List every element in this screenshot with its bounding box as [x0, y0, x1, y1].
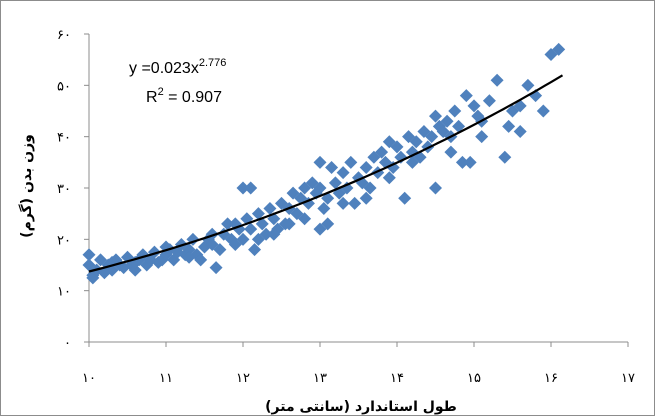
data-point — [475, 130, 489, 144]
data-point — [348, 196, 362, 210]
data-point — [448, 104, 462, 118]
data-point — [336, 166, 350, 180]
data-point — [321, 217, 335, 231]
data-point — [263, 202, 277, 216]
data-point — [251, 207, 265, 221]
data-point — [317, 202, 331, 216]
y-tick-label: ۱۰ — [57, 285, 71, 300]
data-point — [429, 109, 442, 123]
x-tick-label: ۱۷ — [621, 371, 635, 386]
data-point — [467, 99, 481, 113]
y-tick-label: ۳۰ — [57, 182, 71, 197]
data-point — [248, 243, 262, 257]
r2-exponent: 2 — [158, 86, 164, 98]
data-point — [194, 253, 208, 267]
data-point — [452, 119, 466, 133]
data-point — [340, 181, 354, 195]
data-point — [521, 78, 535, 92]
data-point — [498, 150, 512, 164]
y-tick-label: ۶۰ — [57, 28, 71, 43]
data-point — [444, 145, 458, 159]
data-point — [502, 119, 516, 133]
data-point — [325, 160, 339, 174]
data-point — [482, 94, 496, 108]
data-point — [221, 217, 235, 231]
data-point — [490, 73, 504, 87]
data-point — [382, 171, 396, 185]
x-tick-label: ۱۲ — [236, 371, 250, 386]
x-tick-label: ۱۳ — [313, 371, 327, 386]
data-point — [390, 140, 404, 154]
data-point — [440, 114, 454, 128]
x-tick-label: ۱۱ — [159, 371, 173, 386]
tick-labels: ۰ ۱۰ ۲۰ ۳۰ ۴۰ ۵۰ ۶۰ ۱۰ ۱۱ ۱۲ ۱۳ ۱۴ ۱۵ ۱۶ ۱۷ — [57, 28, 635, 386]
equation-exponent: 2.776 — [199, 57, 227, 69]
data-point — [536, 104, 550, 118]
y-axis-title: وزن بدن (گرم) — [18, 134, 35, 238]
y-tick-label: ۴۰ — [57, 131, 71, 146]
data-point — [313, 155, 327, 169]
data-point — [244, 181, 258, 195]
data-point — [455, 155, 469, 169]
x-tick-label: ۱۵ — [467, 371, 481, 386]
equation-prefix: y =0.023x — [129, 60, 199, 77]
r2-prefix: R — [146, 89, 158, 106]
data-point — [409, 135, 423, 149]
x-tick-label: ۱۶ — [544, 371, 558, 386]
data-point — [398, 191, 412, 205]
data-point — [459, 89, 473, 103]
data-point — [251, 232, 265, 246]
x-axis-title: طول استاندارد (سانتی متر) — [265, 399, 457, 415]
data-point — [236, 232, 250, 246]
data-point — [359, 191, 373, 205]
data-point — [386, 160, 400, 174]
data-point — [463, 155, 477, 169]
data-point — [513, 125, 527, 139]
data-point — [375, 145, 389, 159]
data-point — [429, 181, 442, 195]
data-point — [336, 196, 350, 210]
data-point — [128, 263, 142, 277]
y-tick-label: ۲۰ — [57, 233, 71, 248]
trendline-equation: y =0.023x2.776 — [129, 57, 226, 77]
data-point — [405, 155, 419, 169]
data-point — [425, 130, 439, 144]
data-point — [236, 181, 250, 195]
data-point — [328, 176, 342, 190]
x-tick-label: ۱۴ — [390, 371, 404, 386]
data-point — [82, 248, 96, 262]
data-point — [298, 212, 312, 226]
r2-value: = 0.907 — [164, 89, 222, 106]
data-point — [313, 181, 327, 195]
data-point — [363, 181, 377, 195]
y-tick-label: ۵۰ — [57, 79, 71, 94]
data-point — [244, 222, 258, 236]
data-point — [255, 217, 269, 231]
y-tick-label: ۰ — [64, 336, 71, 351]
data-points — [82, 42, 566, 285]
data-point — [128, 255, 142, 269]
axes — [84, 33, 629, 347]
data-point — [552, 42, 566, 56]
data-point — [182, 250, 196, 264]
r-squared: R2 = 0.907 — [146, 86, 222, 106]
trendline — [88, 74, 564, 273]
data-point — [213, 243, 227, 257]
data-point — [267, 227, 281, 241]
data-point — [344, 155, 358, 169]
data-point — [209, 261, 223, 275]
data-point — [298, 181, 312, 195]
data-point — [282, 217, 296, 231]
x-tick-label: ۱۰ — [82, 371, 96, 386]
data-point — [359, 160, 373, 174]
